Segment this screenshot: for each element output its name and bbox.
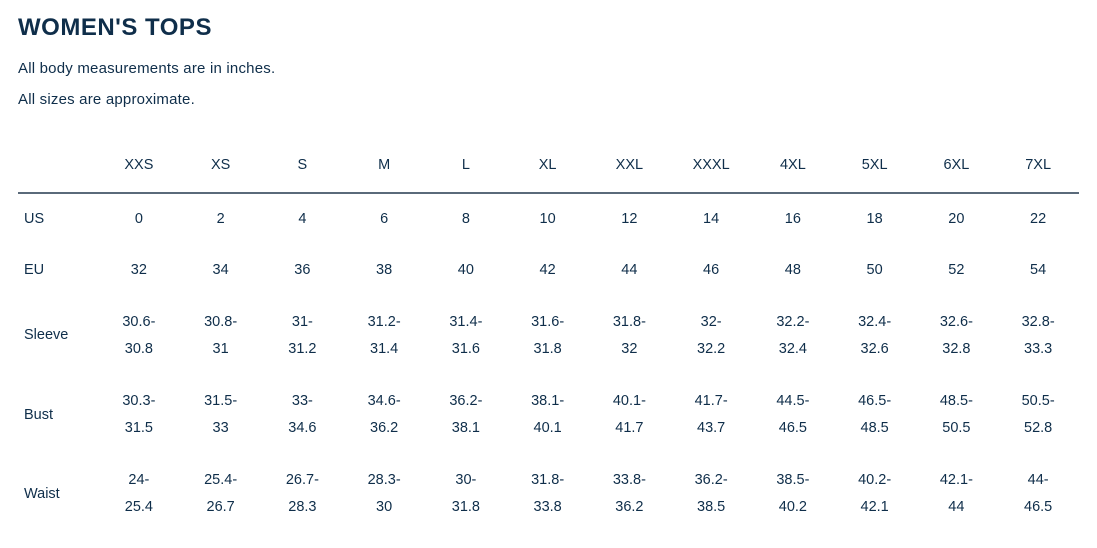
size-cell: 28.3-30 [343, 455, 425, 534]
size-cell: 30-31.8 [425, 455, 507, 534]
row-label: EU [18, 245, 98, 297]
size-cell: 52 [916, 245, 998, 297]
size-cell: 0 [98, 193, 180, 246]
size-cell: 40.2-42.1 [834, 455, 916, 534]
size-cell: 6 [343, 193, 425, 246]
size-cell: 44 [589, 245, 671, 297]
size-cell: 48 [752, 245, 834, 297]
size-cell: 38.1-40.1 [507, 376, 589, 455]
size-cell: 38.5-40.2 [752, 455, 834, 534]
note-measurements: All body measurements are in inches. [18, 60, 1079, 77]
row-label: Sleeve [18, 297, 98, 376]
size-cell: 4 [262, 193, 344, 246]
size-cell: 30.6-30.8 [98, 297, 180, 376]
size-cell: 31-31.2 [262, 297, 344, 376]
size-cell: 33.8-36.2 [589, 455, 671, 534]
table-row: Bust30.3-31.531.5-3333-34.634.6-36.236.2… [18, 376, 1079, 455]
table-row: EU323436384042444648505254 [18, 245, 1079, 297]
col-header: S [262, 140, 344, 193]
size-cell: 14 [670, 193, 752, 246]
size-cell: 54 [997, 245, 1079, 297]
col-header: M [343, 140, 425, 193]
size-cell: 42.1-44 [916, 455, 998, 534]
size-cell: 16 [752, 193, 834, 246]
size-cell: 33-34.6 [262, 376, 344, 455]
size-cell: 20 [916, 193, 998, 246]
col-header: 6XL [916, 140, 998, 193]
table-row: Waist24-25.425.4-26.726.7-28.328.3-3030-… [18, 455, 1079, 534]
size-cell: 12 [589, 193, 671, 246]
size-cell: 36.2-38.5 [670, 455, 752, 534]
col-header: XXXL [670, 140, 752, 193]
size-cell: 32.8-33.3 [997, 297, 1079, 376]
size-cell: 22 [997, 193, 1079, 246]
size-cell: 31.2-31.4 [343, 297, 425, 376]
size-cell: 46.5-48.5 [834, 376, 916, 455]
size-cell: 8 [425, 193, 507, 246]
table-row: US0246810121416182022 [18, 193, 1079, 246]
size-cell: 40.1-41.7 [589, 376, 671, 455]
size-cell: 42 [507, 245, 589, 297]
size-cell: 32 [98, 245, 180, 297]
size-cell: 31.5-33 [180, 376, 262, 455]
size-cell: 25.4-26.7 [180, 455, 262, 534]
size-cell: 2 [180, 193, 262, 246]
size-cell: 46 [670, 245, 752, 297]
size-cell: 50.5-52.8 [997, 376, 1079, 455]
size-cell: 48.5-50.5 [916, 376, 998, 455]
col-header: L [425, 140, 507, 193]
size-cell: 31.8-32 [589, 297, 671, 376]
table-row: Sleeve30.6-30.830.8-3131-31.231.2-31.431… [18, 297, 1079, 376]
size-cell: 32.4-32.6 [834, 297, 916, 376]
col-header: XS [180, 140, 262, 193]
size-cell: 26.7-28.3 [262, 455, 344, 534]
col-header: XXL [589, 140, 671, 193]
col-header: 7XL [997, 140, 1079, 193]
size-cell: 30.3-31.5 [98, 376, 180, 455]
size-cell: 31.8-33.8 [507, 455, 589, 534]
size-cell: 30.8-31 [180, 297, 262, 376]
size-cell: 36.2-38.1 [425, 376, 507, 455]
size-cell: 24-25.4 [98, 455, 180, 534]
size-cell: 34.6-36.2 [343, 376, 425, 455]
size-cell: 44.5-46.5 [752, 376, 834, 455]
size-chart-table: XXS XS S M L XL XXL XXXL 4XL 5XL 6XL 7XL… [18, 140, 1079, 534]
size-cell: 44-46.5 [997, 455, 1079, 534]
size-cell: 31.4-31.6 [425, 297, 507, 376]
size-cell: 32.2-32.4 [752, 297, 834, 376]
size-cell: 36 [262, 245, 344, 297]
row-label: US [18, 193, 98, 246]
size-cell: 41.7-43.7 [670, 376, 752, 455]
note-approximate: All sizes are approximate. [18, 91, 1079, 108]
size-header-row: XXS XS S M L XL XXL XXXL 4XL 5XL 6XL 7XL [18, 140, 1079, 193]
page-title: WOMEN'S TOPS [18, 14, 1079, 42]
size-cell: 32.6-32.8 [916, 297, 998, 376]
size-cell: 18 [834, 193, 916, 246]
col-header: 5XL [834, 140, 916, 193]
header-blank [18, 140, 98, 193]
row-label: Bust [18, 376, 98, 455]
col-header: 4XL [752, 140, 834, 193]
col-header: XXS [98, 140, 180, 193]
size-cell: 32-32.2 [670, 297, 752, 376]
size-cell: 40 [425, 245, 507, 297]
size-cell: 50 [834, 245, 916, 297]
size-cell: 31.6-31.8 [507, 297, 589, 376]
size-cell: 38 [343, 245, 425, 297]
col-header: XL [507, 140, 589, 193]
row-label: Waist [18, 455, 98, 534]
size-chart-body: US0246810121416182022EU32343638404244464… [18, 193, 1079, 534]
size-cell: 34 [180, 245, 262, 297]
size-cell: 10 [507, 193, 589, 246]
